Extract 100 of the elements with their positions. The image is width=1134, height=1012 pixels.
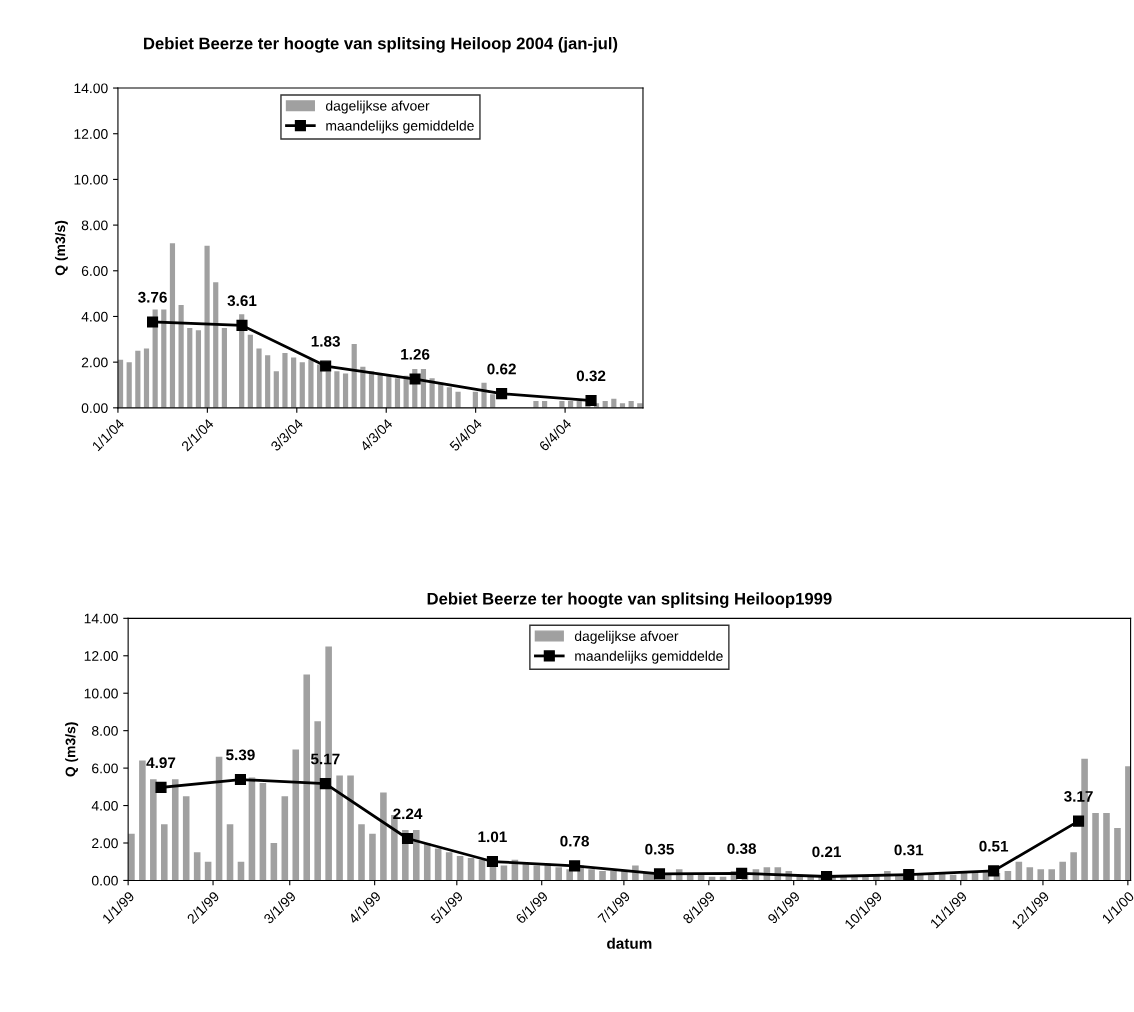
- legend-label: maandelijks gemiddelde: [575, 650, 723, 664]
- chart-title: Debiet Beerze ter hoogte van splitsing Heiloop1999: [427, 592, 832, 608]
- data-label: 2.24: [393, 808, 423, 820]
- data-label: 5.17: [310, 753, 340, 765]
- data-label: 0.32: [576, 370, 606, 382]
- bar: [533, 865, 541, 881]
- data-label: 0.38: [727, 843, 757, 855]
- point: [236, 319, 248, 331]
- bar: [445, 852, 453, 881]
- bar: [139, 760, 146, 881]
- point: [320, 360, 332, 372]
- y-tick-label: 8.00: [81, 220, 108, 231]
- bar: [161, 309, 167, 408]
- bar: [204, 245, 210, 408]
- y-tick-label: 12.00: [84, 651, 118, 661]
- bar: [193, 852, 201, 881]
- data-label: 0.21: [812, 846, 842, 858]
- point: [319, 778, 331, 790]
- bar: [1103, 813, 1110, 881]
- point: [155, 781, 167, 793]
- bar: [273, 371, 279, 408]
- data-label: 0.51: [979, 840, 1009, 852]
- bar: [259, 783, 267, 881]
- data-label: 3.61: [227, 295, 257, 307]
- bar: [281, 796, 289, 881]
- y-tick-label: 2.00: [92, 838, 118, 849]
- bar: [472, 391, 478, 408]
- bar: [490, 394, 496, 408]
- bar: [1059, 861, 1066, 881]
- bar: [456, 856, 464, 881]
- bar: [195, 330, 202, 408]
- bar: [334, 371, 340, 408]
- point: [736, 867, 748, 879]
- bar: [351, 343, 357, 408]
- bar: [178, 305, 184, 408]
- data-label: 0.78: [560, 835, 589, 847]
- bar: [446, 387, 452, 408]
- bar: [171, 779, 179, 881]
- data-label: 5.39: [226, 749, 255, 761]
- bar: [599, 871, 606, 881]
- bar: [303, 674, 311, 881]
- bar: [265, 355, 271, 408]
- legend-label: dagelijkse afvoer: [574, 630, 679, 644]
- bar: [559, 400, 565, 408]
- bar: [221, 327, 227, 408]
- bar: [1125, 766, 1131, 881]
- point: [569, 860, 581, 872]
- bar: [1092, 813, 1099, 881]
- bar: [182, 796, 190, 881]
- bar: [555, 867, 562, 881]
- bar: [500, 865, 508, 881]
- bar: [394, 378, 401, 408]
- bar: [386, 375, 392, 408]
- bar: [429, 378, 435, 408]
- bar: [143, 348, 150, 408]
- x-axis-title: datum: [607, 937, 652, 949]
- y-tick-label: 10.00: [84, 688, 118, 699]
- y-tick-label: 8.00: [91, 726, 118, 736]
- bar: [169, 243, 176, 408]
- point: [234, 773, 246, 786]
- bar: [150, 779, 157, 881]
- y-tick-label: 2.00: [81, 357, 108, 368]
- bar: [1037, 869, 1045, 881]
- y-tick-label: 14.00: [84, 613, 118, 624]
- point: [653, 868, 666, 880]
- chart-title: Debiet Beerze ter hoogte van splitsing Heiloop 2004 (jan-jul): [144, 37, 618, 53]
- bar: [1114, 828, 1121, 881]
- point: [585, 394, 597, 407]
- y-axis-title: Q (m3/s): [65, 722, 79, 777]
- bar: [213, 282, 219, 408]
- point: [821, 870, 833, 881]
- bar: [369, 833, 376, 881]
- bar: [161, 824, 168, 881]
- point: [903, 869, 915, 881]
- point: [496, 388, 508, 400]
- bar: [342, 373, 349, 408]
- bar: [325, 371, 331, 408]
- bar: [588, 869, 595, 881]
- bar: [128, 833, 135, 881]
- bar: [299, 362, 305, 408]
- data-label: 0.35: [645, 843, 674, 855]
- point: [401, 832, 414, 845]
- bar: [226, 824, 234, 881]
- bar: [270, 843, 278, 881]
- bar: [423, 843, 431, 881]
- point: [146, 316, 159, 328]
- data-label: 1.83: [311, 335, 340, 347]
- y-tick-label: 10.00: [74, 174, 108, 185]
- bar: [247, 334, 253, 408]
- y-tick-label: 6.00: [81, 266, 108, 276]
- bar: [282, 353, 288, 408]
- y-tick-label: 0.00: [81, 403, 108, 414]
- bar: [664, 874, 672, 881]
- bar: [135, 350, 141, 408]
- data-label: 0.31: [894, 844, 924, 856]
- data-label: 1.01: [478, 831, 507, 843]
- bar: [347, 775, 354, 881]
- data-label: 0.62: [487, 363, 516, 375]
- point: [1073, 815, 1085, 827]
- bar: [256, 348, 262, 408]
